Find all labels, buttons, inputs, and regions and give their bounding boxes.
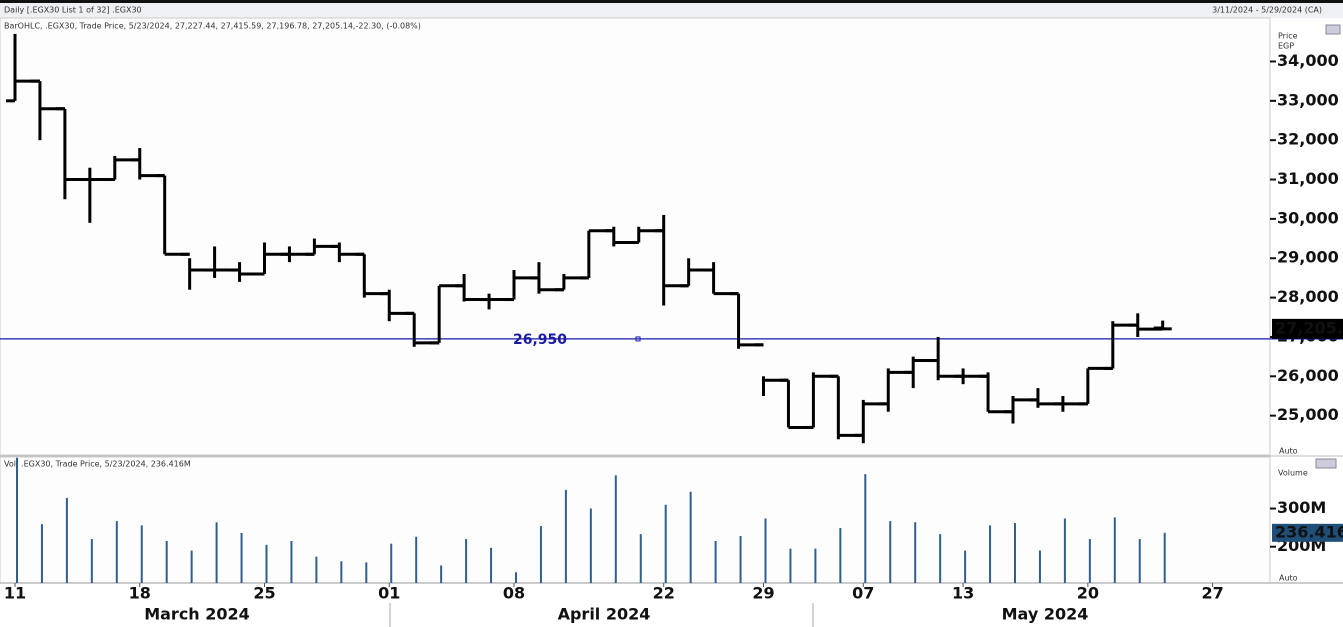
header-title: Daily [.EGX30 List 1 of 32] .EGX30 — [4, 6, 142, 15]
x-tick-label: 11 — [4, 584, 26, 603]
y-axis-label: Price — [1278, 32, 1298, 41]
panel-button[interactable] — [1315, 458, 1337, 469]
x-tick-label: 22 — [653, 584, 675, 603]
y-tick-label: 300M — [1277, 498, 1326, 517]
auto-button[interactable]: Auto — [1279, 447, 1298, 456]
y-axis-label: Volume — [1278, 469, 1308, 478]
y-tick-label: 31,000 — [1277, 169, 1339, 188]
y-tick-label: 29,000 — [1277, 248, 1339, 267]
currency: EGP — [1278, 42, 1294, 51]
y-tick-label: 33,000 — [1277, 90, 1339, 109]
y-tick-label: 30,000 — [1277, 208, 1339, 227]
change: -22.30, (-0.08%) — [355, 22, 420, 31]
y-tick-label: 26,000 — [1277, 366, 1339, 385]
legend: BarOHLC, .EGX30, Trade Price, 5/23/2024,… — [4, 22, 355, 31]
x-tick-label: 18 — [129, 584, 151, 603]
month-label: May 2024 — [1002, 605, 1089, 624]
auto-button[interactable]: Auto — [1279, 574, 1298, 583]
x-tick-label: 08 — [503, 584, 525, 603]
month-label: April 2024 — [558, 605, 651, 624]
last-price-tag — [1272, 318, 1343, 339]
x-tick-label: 20 — [1077, 584, 1099, 603]
x-tick-label: 07 — [852, 584, 874, 603]
legend: Vol, .EGX30, Trade Price, 5/23/2024, 236… — [4, 460, 191, 469]
x-tick-label: 27 — [1201, 584, 1223, 603]
x-tick-label: 01 — [378, 584, 400, 603]
y-tick-label: 32,000 — [1277, 130, 1339, 149]
last-volume-label: 236.416 — [1275, 522, 1343, 541]
y-tick-label: 34,000 — [1277, 51, 1339, 70]
y-tick-label: 28,000 — [1277, 287, 1339, 306]
price-panel — [0, 17, 1271, 456]
volume-panel — [0, 456, 1271, 584]
line-handle — [635, 336, 641, 342]
top-edge — [0, 0, 1343, 3]
x-tick-label: 29 — [752, 584, 774, 603]
x-tick-label: 13 — [952, 584, 974, 603]
panel-button[interactable] — [1325, 24, 1341, 35]
y-tick-label: 25,000 — [1277, 405, 1339, 424]
header-range: 3/11/2024 - 5/29/2024 (CA) — [1212, 6, 1322, 15]
last-volume-tag — [1272, 523, 1343, 542]
month-label: March 2024 — [144, 605, 250, 624]
horizontal-line-label: 26,950 — [513, 332, 567, 348]
x-tick-label: 25 — [253, 584, 275, 603]
header-bar — [0, 3, 1343, 18]
last-price-label: 27,205. — [1275, 318, 1343, 337]
